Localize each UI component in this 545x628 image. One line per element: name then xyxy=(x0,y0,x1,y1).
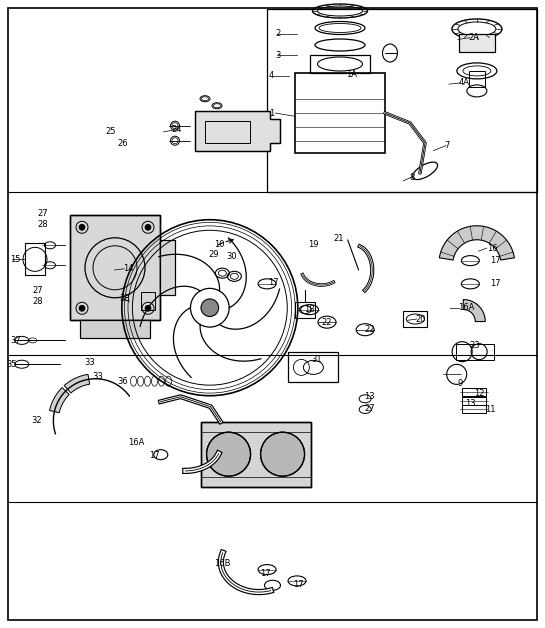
Text: 23: 23 xyxy=(470,341,480,350)
Text: 19: 19 xyxy=(308,241,318,249)
Bar xyxy=(25,244,45,275)
Polygon shape xyxy=(463,300,485,322)
Bar xyxy=(456,344,494,360)
Circle shape xyxy=(201,299,219,317)
Text: 33: 33 xyxy=(84,359,95,367)
Text: 24: 24 xyxy=(172,126,182,134)
Text: 15: 15 xyxy=(10,255,20,264)
Text: 14: 14 xyxy=(123,264,133,273)
Text: 25: 25 xyxy=(106,127,116,136)
Circle shape xyxy=(79,224,85,230)
Bar xyxy=(462,388,486,396)
Bar xyxy=(403,311,427,327)
Text: 9: 9 xyxy=(458,379,463,387)
Bar xyxy=(267,9,537,192)
Bar xyxy=(462,397,486,404)
Text: 32: 32 xyxy=(31,416,41,425)
Text: 17: 17 xyxy=(149,451,159,460)
Bar xyxy=(310,55,370,73)
Text: 12: 12 xyxy=(474,389,485,398)
Bar xyxy=(70,215,160,320)
Text: 1A: 1A xyxy=(346,70,357,78)
Text: 10: 10 xyxy=(214,241,225,249)
Bar xyxy=(205,121,250,143)
Text: 26: 26 xyxy=(117,139,128,148)
Circle shape xyxy=(145,224,151,230)
Text: 17: 17 xyxy=(490,256,501,265)
Text: 22: 22 xyxy=(364,325,374,334)
Polygon shape xyxy=(439,226,514,260)
Text: 16A: 16A xyxy=(458,303,474,312)
Text: 28: 28 xyxy=(37,220,47,229)
Text: 28: 28 xyxy=(33,297,43,306)
Bar xyxy=(141,291,155,310)
Text: 16: 16 xyxy=(487,244,497,252)
Text: 37: 37 xyxy=(10,336,21,345)
Bar xyxy=(80,320,150,338)
Circle shape xyxy=(261,432,305,476)
Text: 13: 13 xyxy=(364,392,374,401)
Text: 13: 13 xyxy=(465,399,475,408)
Bar xyxy=(160,241,175,295)
Text: 18: 18 xyxy=(304,305,314,314)
Circle shape xyxy=(145,305,151,311)
Bar xyxy=(459,34,495,52)
Text: 29: 29 xyxy=(209,250,219,259)
Text: 31: 31 xyxy=(312,355,322,364)
Text: 33: 33 xyxy=(93,372,104,381)
Text: 3: 3 xyxy=(275,51,281,60)
Text: 4: 4 xyxy=(269,72,274,80)
Bar xyxy=(201,421,311,487)
Text: 38: 38 xyxy=(119,295,130,303)
Text: 27: 27 xyxy=(33,286,43,295)
Text: 16A: 16A xyxy=(128,438,144,447)
Polygon shape xyxy=(195,111,280,151)
Bar xyxy=(70,215,160,320)
Bar xyxy=(295,301,315,318)
Text: 17: 17 xyxy=(293,580,303,588)
Text: 2A: 2A xyxy=(469,33,480,42)
Circle shape xyxy=(207,432,251,476)
Text: 35: 35 xyxy=(7,360,17,369)
Text: 8: 8 xyxy=(410,173,415,181)
Text: 2: 2 xyxy=(275,30,281,38)
Bar xyxy=(459,34,495,52)
Text: 20: 20 xyxy=(415,315,426,323)
Polygon shape xyxy=(50,387,69,413)
Text: 17: 17 xyxy=(490,279,501,288)
Text: 17: 17 xyxy=(268,278,278,287)
Text: 7: 7 xyxy=(444,141,450,150)
Text: 21: 21 xyxy=(334,234,344,243)
Bar xyxy=(462,406,486,413)
Text: 22: 22 xyxy=(322,318,332,327)
Text: 11: 11 xyxy=(485,405,495,414)
Text: 4A: 4A xyxy=(459,78,470,87)
Text: 27: 27 xyxy=(37,209,47,218)
Bar xyxy=(295,73,385,153)
Bar xyxy=(80,320,150,338)
Text: 30: 30 xyxy=(226,252,237,261)
Polygon shape xyxy=(64,374,89,393)
Text: 16B: 16B xyxy=(214,560,231,568)
Text: 1: 1 xyxy=(269,109,274,117)
Bar xyxy=(160,241,175,295)
Bar xyxy=(201,421,311,487)
Circle shape xyxy=(79,305,85,311)
Bar xyxy=(288,352,338,382)
Bar xyxy=(469,71,485,87)
Text: 27: 27 xyxy=(364,404,374,413)
Text: 17: 17 xyxy=(261,569,271,578)
Text: 36: 36 xyxy=(117,377,128,386)
